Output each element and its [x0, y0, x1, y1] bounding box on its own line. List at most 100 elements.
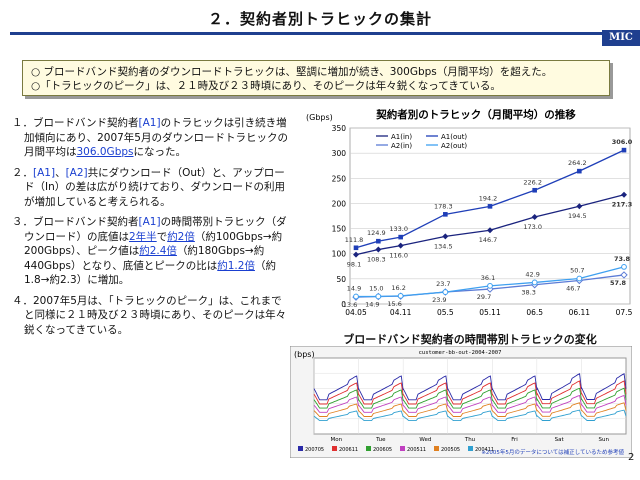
- data-point: [376, 238, 381, 244]
- legend-label: A1(in): [391, 133, 412, 141]
- summary-box: ○ ブロードバンド契約者のダウンロードトラヒックは、堅調に増加が続き、300Gb…: [22, 60, 610, 96]
- data-point: [621, 147, 627, 153]
- data-point: [531, 214, 538, 221]
- finding-1: １．ブロードバンド契約者[A1]のトラヒックは引き続き増加傾向にあり、2007年…: [12, 116, 290, 160]
- finding-3-text-e: で: [156, 230, 168, 243]
- series-line-200411: [313, 409, 627, 422]
- data-point: [397, 292, 404, 299]
- finding-2-code-a1: [A1]: [33, 166, 56, 179]
- data-point: [353, 293, 359, 300]
- finding-3-code: [A1]: [138, 216, 161, 228]
- data-point: [576, 203, 583, 210]
- chart2-series: [313, 373, 627, 422]
- data-point: [487, 282, 493, 289]
- y-tick-label: 200: [332, 199, 347, 208]
- chart2-ylabel: (bps): [294, 350, 315, 359]
- data-point: [353, 245, 359, 251]
- y-tick-label: 300: [332, 149, 347, 158]
- data-label: 226.2: [523, 178, 542, 186]
- day-label: Mon: [330, 437, 342, 443]
- legend-label: A2(in): [391, 142, 412, 150]
- finding-1-text-c: のトラヒックは引き続き増加傾向にあり、2007年5月のダウンロードトラヒックの月…: [24, 117, 288, 158]
- data-point: [398, 234, 403, 240]
- data-label: 36.1: [481, 274, 495, 282]
- finding-1-text-a: １．ブロードバンド契約者: [12, 117, 139, 129]
- day-label: Sat: [555, 437, 565, 443]
- y-tick-label: 150: [332, 225, 347, 234]
- legend-label: 200511: [407, 447, 426, 453]
- chart1-legend: A1(in) A1(out) A2(in) A2(out): [376, 133, 467, 150]
- data-label: 111.8: [345, 236, 364, 244]
- data-point: [621, 191, 627, 198]
- data-label: 42.9: [525, 270, 539, 278]
- finding-3: ３．ブロードバンド契約者[A1]の時間帯別トラヒック（ダウンロード）の底値は2年…: [12, 215, 290, 288]
- page-title: ２．契約者別トラヒックの集計: [207, 10, 432, 28]
- summary-line-2: ○「トラヒックのピーク」は、２１時及び２３時頃にあり、そのピークは年々鋭くなって…: [31, 80, 501, 92]
- legend-swatch: [332, 446, 337, 451]
- data-point: [487, 204, 493, 209]
- data-label: 23.9: [432, 296, 446, 304]
- data-point: [443, 212, 448, 217]
- chart2-day-ticks: Mon Tue Wed Thu Fri Sat Sun: [330, 437, 609, 443]
- legend-label: 200505: [441, 447, 460, 453]
- finding-3-bottom-ratio: 約2倍: [167, 230, 195, 243]
- chart1-title: 契約者別のトラヒック（月間平均）の推移: [375, 108, 576, 121]
- y-tick-label: 50: [336, 275, 346, 284]
- finding-3-text-i: （約180Gbps→約440Gbps）となり、底値とピークの比は: [24, 245, 265, 272]
- data-label: 57.8: [610, 279, 627, 287]
- series-line-A2(out): [355, 266, 625, 298]
- chart2-inner-title: customer-bb-out-2004-2007: [419, 350, 502, 356]
- data-point: [442, 289, 449, 295]
- y-tick-label: 100: [332, 250, 347, 259]
- legend-swatch: [434, 446, 439, 451]
- data-label: 264.2: [568, 159, 587, 167]
- finding-3-ratio: 約1.2倍: [217, 259, 255, 272]
- chart2-legend: 200705 200611 200605 200511 200505 200411: [298, 446, 494, 453]
- data-label: 23.7: [436, 280, 450, 288]
- data-point: [353, 251, 359, 258]
- data-point: [397, 242, 404, 249]
- data-label: 46.7: [566, 285, 580, 293]
- legend-label: A1(out): [441, 133, 467, 141]
- finding-1-text-e: になった。: [133, 146, 187, 158]
- data-label: 29.7: [477, 293, 491, 301]
- day-label: Thu: [464, 437, 475, 443]
- data-label: 16.2: [391, 284, 405, 292]
- data-label: 14.9: [365, 301, 379, 309]
- finding-2-code-a2: [A2]: [65, 166, 88, 179]
- legend-swatch: [298, 446, 303, 451]
- data-label: 217.3: [612, 201, 633, 209]
- data-label: 14.9: [347, 285, 361, 293]
- data-point: [487, 227, 493, 234]
- mic-logo: MIC: [602, 30, 640, 46]
- chart1-gridlines: [349, 127, 631, 305]
- data-label: 124.9: [367, 229, 386, 237]
- x-tick-label: 06.5: [526, 308, 543, 317]
- legend-swatch: [468, 446, 473, 451]
- traffic-line-chart: 契約者別のトラヒック（月間平均）の推移 (Gbps) 0 50 100 150 200 2…: [306, 108, 633, 317]
- data-label: 15.0: [369, 284, 383, 292]
- data-label: 178.3: [434, 202, 453, 210]
- data-label: 194.2: [479, 194, 498, 202]
- finding-4-text: ４．2007年5月は、「トラヒックのピーク」は、これまでと同様に２１時及び２３時…: [12, 294, 287, 336]
- series-line-A1(out): [355, 149, 625, 249]
- chart1-x-ticks: 04.05 04.11 05.5 05.11 06.5 06.11 07.5: [345, 308, 632, 317]
- finding-2-text-a: ２．: [12, 166, 33, 179]
- y-tick-label: 0: [341, 300, 346, 309]
- data-point: [442, 233, 449, 240]
- finding-1-value: 306.0Gbps: [76, 146, 134, 158]
- chart1-y-ticks: 0 50 100 150 200 250 300 350: [332, 124, 347, 309]
- y-tick-label: 350: [332, 124, 347, 133]
- data-label: 146.7: [479, 236, 498, 244]
- data-point: [375, 293, 382, 300]
- finding-3-text-a: ３．ブロードバンド契約者: [12, 216, 139, 228]
- legend-label: A2(out): [441, 142, 467, 150]
- legend-label: 200605: [373, 447, 392, 453]
- data-label: 98.1: [347, 261, 361, 269]
- legend-label: 200705: [305, 447, 324, 453]
- legend-label: 200611: [339, 447, 358, 453]
- page-number: 2: [628, 452, 635, 463]
- legend-swatch: [366, 446, 371, 451]
- x-tick-label: 05.5: [437, 308, 454, 317]
- x-tick-label: 06.11: [569, 308, 591, 317]
